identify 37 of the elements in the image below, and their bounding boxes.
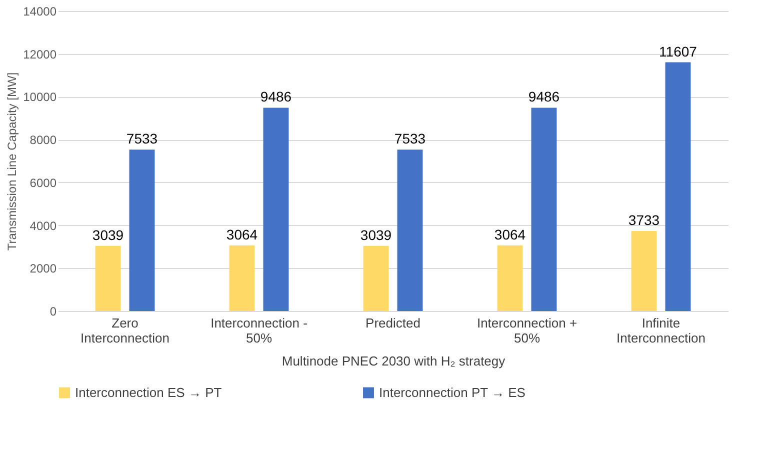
data-label: 7533	[126, 130, 158, 147]
y-tick-label: 4000	[30, 218, 57, 233]
legend-label: Interconnection ES → PT	[75, 384, 222, 400]
x-axis-title: Multinode PNEC 2030 with H₂ strategy	[282, 354, 506, 368]
bar	[397, 150, 423, 311]
bar	[497, 245, 523, 311]
data-label: 3039	[360, 226, 392, 243]
bar	[665, 62, 691, 311]
data-label: 3064	[494, 226, 526, 242]
x-tick-label: Interconnection - 50%	[210, 316, 308, 346]
y-tick-label: 0	[50, 304, 57, 318]
legend-label: Interconnection PT → ES	[379, 384, 526, 400]
bar	[531, 108, 557, 311]
y-axis-title: Transmission Line Capacity [MW]	[5, 72, 20, 251]
y-tick-label: 6000	[30, 176, 57, 190]
x-tick-label: Predicted	[366, 316, 420, 330]
bar	[229, 245, 255, 311]
data-label: 3039	[92, 226, 124, 243]
bar	[631, 231, 657, 311]
bar	[95, 246, 121, 311]
y-tick-label: 14000	[23, 4, 57, 18]
bar	[363, 246, 389, 311]
x-tick-label: Interconnection + 50%	[476, 316, 578, 346]
x-tick-label: Infinite Interconnection	[616, 316, 706, 346]
data-label: 3733	[628, 212, 660, 228]
bar	[129, 150, 155, 311]
y-tick-label: 2000	[30, 262, 57, 276]
y-tick-label: 8000	[30, 133, 57, 148]
data-label: 7533	[394, 130, 426, 147]
data-label: 9486	[260, 88, 292, 105]
bar	[263, 108, 289, 311]
y-tick-label: 10000	[23, 90, 57, 104]
data-label: 9486	[528, 88, 560, 105]
data-label: 11607	[659, 43, 698, 60]
x-tick-label: Zero Interconnection	[80, 316, 170, 346]
y-tick-label: 12000	[23, 47, 57, 62]
data-label: 3064	[226, 226, 258, 242]
